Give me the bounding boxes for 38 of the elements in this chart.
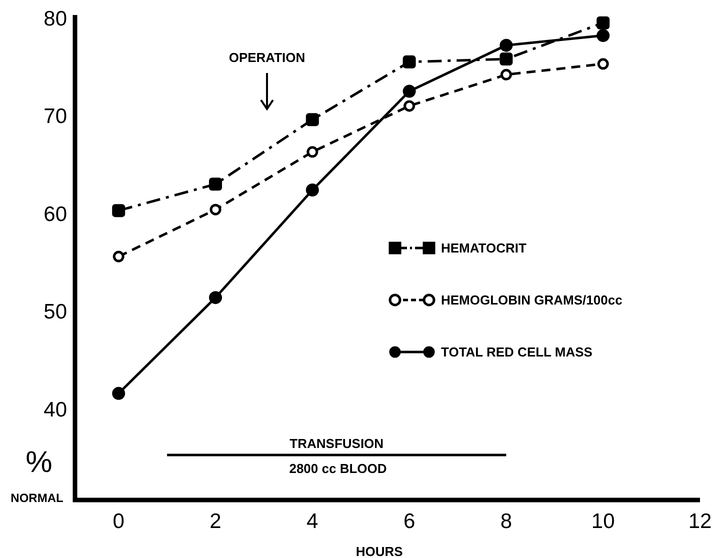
x-tick-label: 12	[688, 510, 712, 533]
point	[306, 113, 319, 126]
series-label: TRANSFUSION	[290, 436, 384, 452]
point	[500, 68, 512, 80]
point	[210, 204, 222, 216]
point	[112, 386, 126, 400]
point	[596, 29, 610, 42]
point	[209, 178, 222, 191]
y-tick-label: 40	[44, 398, 67, 422]
point	[500, 38, 513, 52]
point	[404, 100, 416, 112]
legend-label: HEMATOCRIT	[441, 240, 527, 256]
x-tick-label: 10	[591, 510, 615, 533]
point	[306, 146, 318, 158]
legend-label: TOTAL RED CELL MASS	[441, 344, 593, 360]
x-tick-label: 4	[306, 510, 319, 533]
point	[306, 184, 319, 197]
point	[500, 52, 513, 66]
x-tick-label: 8	[500, 510, 512, 533]
point	[112, 204, 126, 218]
x-axis-title: HOURS	[356, 544, 404, 558]
y-tick-label: 80	[44, 7, 67, 30]
x-tick-label: 2	[210, 510, 222, 533]
point	[597, 58, 609, 70]
y-tick-label: 60	[44, 202, 67, 226]
x-tick-label: 6	[403, 510, 416, 533]
x-tick-label: 0	[112, 510, 124, 533]
y-tick-label: 50	[44, 300, 67, 324]
point	[402, 84, 416, 98]
legend-label: HEMOGLOBIN GRAMS/100cc	[441, 292, 622, 308]
point	[402, 55, 416, 68]
point	[112, 250, 124, 262]
annotation: OPERATION	[228, 50, 306, 65]
y-axis-title: % NORMAL	[10, 446, 64, 505]
y-tick-label: 70	[44, 105, 67, 128]
point	[209, 291, 222, 304]
point	[596, 16, 610, 30]
annotation: 2800 cc BLOOD	[289, 461, 387, 476]
